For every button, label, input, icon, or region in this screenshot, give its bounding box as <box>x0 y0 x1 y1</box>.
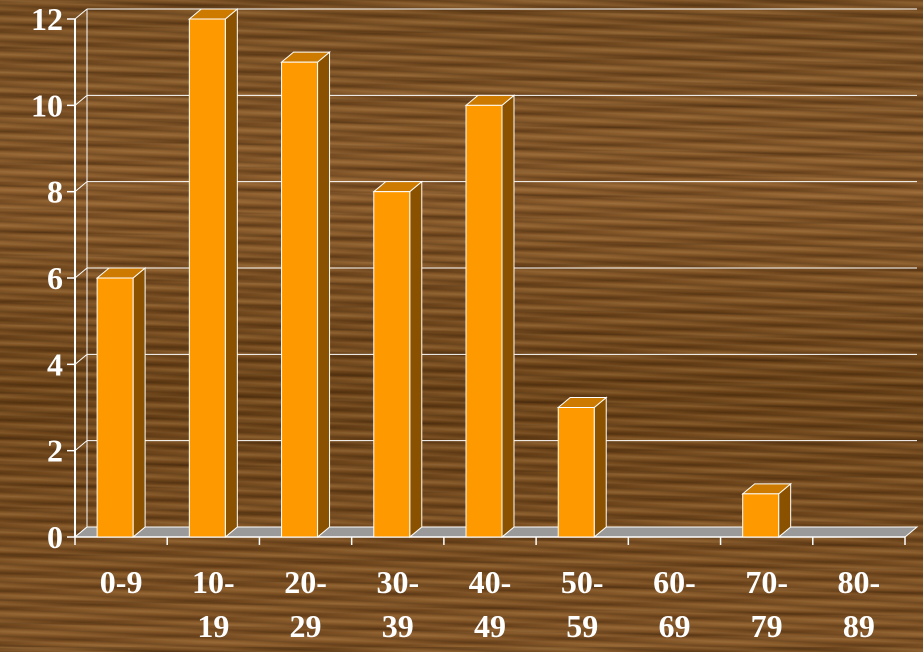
bar-front <box>96 277 134 538</box>
bar-front <box>465 104 503 538</box>
bar-side <box>593 396 607 539</box>
x-tick-label: 70- <box>745 564 788 600</box>
x-tick-label: 30- <box>376 564 419 600</box>
y-tick-label: 2 <box>47 433 63 469</box>
bar <box>556 396 608 539</box>
x-tick-label: 29 <box>290 608 322 644</box>
y-tick-label: 8 <box>47 174 63 210</box>
bar-side <box>501 94 515 539</box>
bars-layer <box>95 7 793 539</box>
labels-layer: 0 2 4 6 8 10 12 0-9 10- 19 20- 29 30- 39 40- 49 50- 59 60-… <box>31 1 880 644</box>
bar-side <box>317 51 331 539</box>
bar <box>187 7 239 539</box>
bar-front <box>742 493 780 538</box>
y-tick-label: 0 <box>47 519 63 555</box>
bar-side <box>132 266 146 539</box>
x-tick-label: 19 <box>197 608 229 644</box>
bar <box>95 266 147 539</box>
x-tick-label: 39 <box>382 608 414 644</box>
gridline-depth <box>74 267 88 279</box>
x-tick-label: 79 <box>751 608 783 644</box>
x-tick-label: 80- <box>838 564 881 600</box>
y-tick-label: 4 <box>47 346 63 382</box>
gridline-depth <box>74 440 88 452</box>
bar-front <box>373 191 411 538</box>
bar <box>280 51 331 539</box>
x-tick-label: 50- <box>561 564 604 600</box>
y-tick-label: 10 <box>31 87 63 123</box>
x-tick-label: 10- <box>192 564 235 600</box>
x-tick-label: 0-9 <box>100 564 143 600</box>
gridline-depth <box>74 8 88 20</box>
bar-front <box>188 18 226 538</box>
bar-front <box>557 407 595 538</box>
x-tick-label: 59 <box>566 608 598 644</box>
bar <box>741 482 793 539</box>
x-tick-label: 49 <box>474 608 506 644</box>
y-tick-label: 12 <box>31 1 63 37</box>
bar <box>464 94 516 539</box>
y-tick-label: 6 <box>47 260 63 296</box>
gridline-depth <box>74 94 88 106</box>
x-tick-label: 69 <box>658 608 690 644</box>
bar-side <box>224 7 238 539</box>
x-tick-label: 89 <box>843 608 875 644</box>
bar-front <box>281 61 319 538</box>
x-tick-label: 20- <box>284 564 327 600</box>
bar-side <box>409 180 423 539</box>
x-tick-label: 40- <box>469 564 512 600</box>
gridline-depth <box>74 181 88 193</box>
bar <box>372 180 424 539</box>
x-tick-label: 60- <box>653 564 696 600</box>
gridline-depth <box>74 353 88 365</box>
